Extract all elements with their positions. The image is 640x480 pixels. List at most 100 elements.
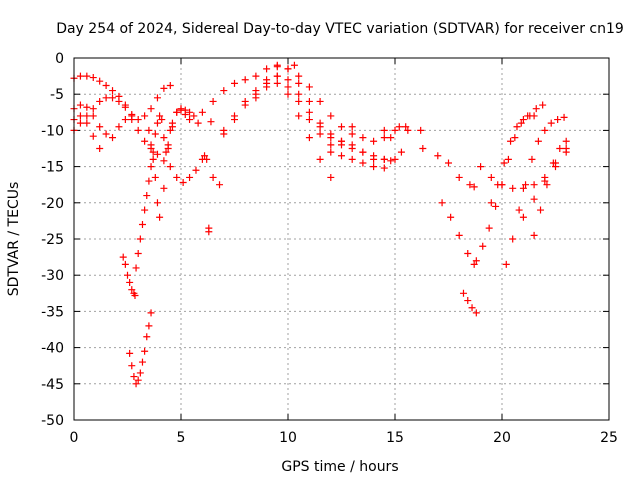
data-point [158, 116, 166, 124]
data-point [119, 253, 127, 261]
data-point [138, 221, 146, 229]
data-point [130, 373, 138, 381]
data-point [511, 134, 519, 142]
data-point [147, 141, 155, 149]
data-point [500, 159, 508, 167]
data-point [96, 123, 104, 131]
data-point [284, 90, 292, 98]
data-point [479, 242, 487, 250]
x-axis-label: GPS time / hours [281, 459, 398, 475]
data-point [528, 155, 536, 163]
data-point [273, 72, 281, 80]
series-arc-a [70, 72, 206, 187]
data-point [327, 112, 335, 120]
data-point [295, 90, 303, 98]
data-point [305, 97, 313, 105]
data-point [459, 289, 467, 297]
data-point [380, 134, 388, 142]
data-point [402, 123, 410, 131]
data-point [126, 349, 134, 357]
data-point [145, 322, 153, 330]
data-point [532, 105, 540, 113]
data-point [290, 61, 298, 69]
data-point [131, 291, 139, 299]
series-arc-l [273, 61, 410, 145]
data-point [391, 155, 399, 163]
data-point [348, 123, 356, 131]
data-point [327, 141, 335, 149]
series-scatter-misc [201, 61, 427, 236]
data-point [395, 123, 403, 131]
data-point [263, 83, 271, 91]
data-point [472, 309, 480, 317]
y-tick-label: 0 [55, 51, 64, 67]
data-point [115, 97, 123, 105]
data-point [539, 101, 547, 109]
data-point [338, 137, 345, 145]
y-tick-label: -30 [41, 268, 64, 284]
x-tick-label: 5 [177, 430, 186, 446]
data-point [76, 119, 84, 127]
data-point [502, 260, 510, 268]
data-point [338, 152, 345, 160]
data-point [241, 76, 249, 84]
data-point [162, 148, 170, 156]
data-point [327, 173, 335, 181]
data-point [179, 179, 187, 187]
data-point [370, 152, 378, 160]
data-point [147, 105, 155, 113]
data-point [190, 112, 198, 120]
data-point [509, 235, 517, 243]
data-point [141, 112, 149, 120]
data-point [102, 94, 110, 102]
data-point [209, 173, 217, 181]
data-point [252, 94, 260, 102]
data-point [487, 173, 495, 181]
data-point [145, 126, 153, 134]
data-point [492, 202, 500, 210]
data-point [76, 112, 84, 120]
series-arc-j [220, 79, 388, 172]
data-point [141, 206, 149, 214]
data-point [468, 304, 476, 312]
data-point [203, 155, 211, 163]
data-point [192, 166, 200, 174]
data-point [470, 183, 478, 191]
data-point [83, 119, 91, 127]
series-arc-n [438, 199, 478, 268]
data-point [231, 116, 238, 124]
x-tick-label: 10 [279, 430, 297, 446]
y-tick-label: -20 [41, 196, 64, 212]
data-point [89, 132, 97, 140]
data-point [205, 228, 213, 236]
data-point [160, 134, 168, 142]
data-point [136, 369, 144, 377]
data-point [485, 224, 493, 232]
data-point [380, 126, 388, 134]
data-point [438, 199, 446, 207]
data-point [519, 116, 527, 124]
data-point [477, 163, 485, 171]
data-point [220, 130, 228, 138]
data-point [109, 94, 117, 102]
data-point [168, 123, 176, 131]
y-tick-label: -5 [50, 87, 64, 103]
data-point [316, 155, 324, 163]
data-point [186, 173, 194, 181]
data-point [134, 116, 142, 124]
data-point [153, 199, 161, 207]
x-tick-label: 20 [493, 430, 511, 446]
data-point [241, 101, 249, 109]
data-point [534, 137, 542, 145]
data-point [160, 84, 168, 92]
data-point [519, 184, 527, 192]
data-point [128, 286, 136, 294]
data-point [141, 137, 149, 145]
data-point [186, 116, 194, 124]
data-point [151, 130, 159, 138]
data-point [359, 148, 367, 156]
data-point [149, 148, 157, 156]
data-point [338, 123, 345, 131]
data-point [76, 101, 84, 109]
x-tick-label: 0 [70, 430, 79, 446]
